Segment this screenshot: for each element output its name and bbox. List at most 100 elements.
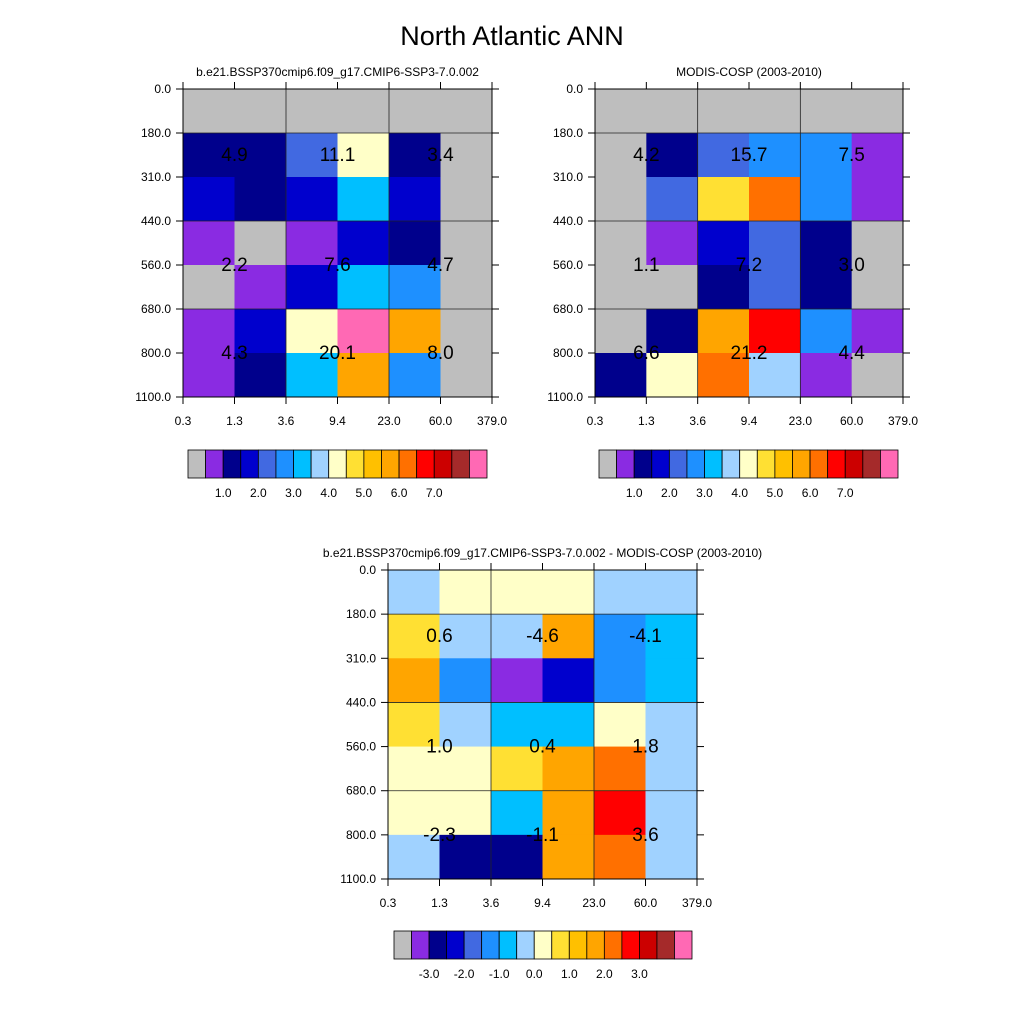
x-tick-label: 3.6 (483, 896, 500, 910)
data-label: 7.2 (736, 255, 762, 276)
y-tick-label: 680.0 (553, 302, 583, 316)
heatmap-cell (851, 221, 904, 266)
colorbar-label: 1.0 (215, 486, 232, 500)
x-tick-label: 23.0 (789, 414, 813, 428)
colorbar-label: 6.0 (391, 486, 408, 500)
data-label: 8.0 (427, 343, 453, 364)
colorbar-label: 2.0 (596, 967, 613, 981)
colorbar-swatch (257, 449, 277, 479)
y-tick-label: 0.0 (154, 82, 171, 96)
heatmap-cell (697, 177, 750, 222)
heatmap-cell (440, 177, 493, 222)
y-tick-label: 800.0 (141, 346, 171, 360)
colorbar-label: -1.0 (489, 967, 510, 981)
heatmap-cell (337, 221, 390, 266)
panel-title: b.e21.BSSP370cmip6.f09_g17.CMIP6-SSP3-7.… (196, 65, 479, 79)
heatmap-cell (646, 265, 699, 310)
data-label: -1.1 (526, 825, 559, 846)
heatmap-cell (491, 702, 543, 748)
heatmap-cell (388, 702, 440, 748)
data-label: 4.9 (221, 145, 247, 166)
colorbar-swatch (240, 449, 259, 479)
colorbar-swatch (533, 930, 553, 960)
colorbar-swatch (616, 449, 635, 479)
y-tick-label: 180.0 (553, 126, 583, 140)
heatmap-cell (851, 265, 904, 310)
heatmap-cell (234, 177, 287, 222)
data-label: 4.4 (838, 343, 865, 364)
heatmap-cell (389, 265, 441, 310)
heatmap-cell (183, 221, 235, 266)
panel-title: MODIS-COSP (2003-2010) (676, 65, 822, 79)
heatmap-cell (542, 790, 595, 836)
panel-title: b.e21.BSSP370cmip6.f09_g17.CMIP6-SSP3-7.… (323, 546, 762, 560)
y-tick-label: 310.0 (346, 651, 376, 665)
heatmap-cell (388, 658, 440, 703)
data-label: 3.0 (838, 255, 864, 276)
data-label: 15.7 (731, 145, 768, 166)
heatmap-cell (542, 702, 595, 748)
heatmap-cell (439, 746, 492, 792)
heatmap-cell (440, 133, 493, 178)
heatmap-cell (440, 353, 493, 398)
colorbar-label: 4.0 (320, 486, 337, 500)
heatmap-cell (439, 658, 492, 703)
y-tick-label: 1100.0 (340, 872, 376, 886)
heatmap-cell (646, 133, 699, 178)
heatmap-cell (645, 746, 698, 792)
heatmap-cell (440, 309, 493, 354)
y-tick-label: 560.0 (141, 258, 171, 272)
heatmap-cell (697, 221, 750, 266)
heatmap-cell (594, 834, 646, 880)
heatmap-cell (595, 221, 647, 266)
colorbar-label: 6.0 (802, 486, 819, 500)
heatmap-cell (542, 658, 595, 703)
data-label: 4.2 (633, 145, 659, 166)
colorbar-swatch (433, 449, 453, 479)
colorbar-swatch (739, 449, 758, 479)
colorbar-swatch (293, 449, 312, 479)
data-label: 7.6 (324, 255, 350, 276)
y-tick-label: 800.0 (553, 346, 583, 360)
heatmap-cell (646, 221, 699, 266)
colorbar-swatch (686, 449, 705, 479)
x-tick-label: 3.6 (689, 414, 706, 428)
colorbar-swatch (363, 449, 382, 479)
colorbar-swatch (310, 449, 330, 479)
y-tick-label: 0.0 (359, 563, 376, 577)
heatmap-cell (388, 614, 440, 659)
colorbar-swatch (328, 449, 347, 479)
heatmap-cell (542, 834, 595, 880)
x-tick-label: 0.3 (380, 896, 397, 910)
x-tick-label: 1.3 (226, 414, 243, 428)
heatmap-cell (337, 353, 390, 398)
heatmap-cell (388, 746, 440, 792)
y-tick-label: 0.0 (566, 82, 583, 96)
colorbar-swatch (704, 449, 723, 479)
colorbar-swatch (651, 449, 670, 479)
heatmap-cell (337, 177, 390, 222)
heatmap-cell (594, 790, 646, 836)
heatmap-cell (491, 614, 543, 659)
colorbar-label: 3.0 (696, 486, 713, 500)
y-tick-label: 800.0 (346, 828, 376, 842)
colorbar-label: 5.0 (356, 486, 373, 500)
colorbar-swatch (551, 930, 570, 960)
data-label: 4.7 (427, 255, 453, 276)
x-tick-label: 0.3 (587, 414, 604, 428)
x-tick-label: 379.0 (888, 414, 918, 428)
colorbar-label: 1.0 (626, 486, 643, 500)
heatmap-cell (595, 177, 647, 222)
heatmap-cell (595, 89, 647, 134)
heatmap-cell (183, 177, 235, 222)
heatmap-cell (697, 265, 750, 310)
panel-diff: b.e21.BSSP370cmip6.f09_g17.CMIP6-SSP3-7.… (323, 546, 762, 981)
data-label: -4.6 (526, 626, 559, 647)
colorbar-swatch (205, 449, 224, 479)
colorbar-swatch (345, 449, 365, 479)
colorbar-swatch (756, 449, 776, 479)
colorbar-swatch (275, 449, 294, 479)
heatmap-cell (440, 221, 493, 266)
panel-obs: MODIS-COSP (2003-2010) 0.3 1.3 3.6 9.4 23.0 60… (547, 65, 918, 500)
